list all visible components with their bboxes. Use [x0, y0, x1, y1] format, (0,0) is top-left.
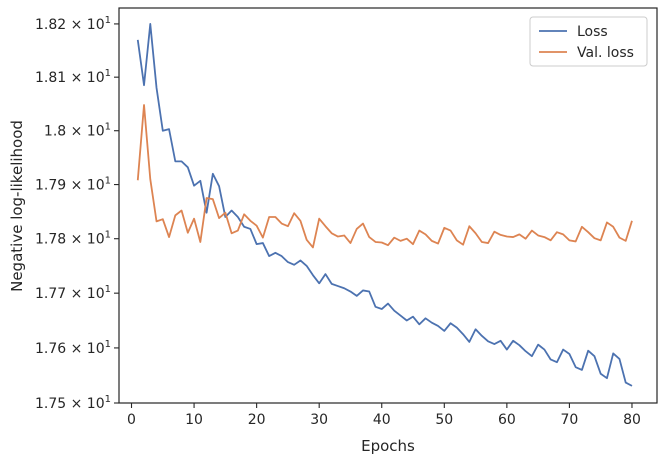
- x-tick-label: 40: [373, 412, 391, 428]
- series-line-loss: [136, 23, 633, 387]
- y-tick-label: 1.79 × 101: [35, 176, 111, 194]
- y-axis-ticks: 1.75 × 101 1.76 × 101 1.77 × 101 1.78 × 101…: [35, 15, 119, 412]
- plot-lines: [136, 23, 633, 387]
- legend-label: Val. loss: [577, 45, 634, 61]
- x-tick-label: 60: [498, 412, 516, 428]
- x-axis-label: Epochs: [361, 437, 415, 455]
- legend-label: Loss: [577, 24, 608, 40]
- plot-frame: [118, 7, 658, 404]
- x-tick-label: 0: [127, 412, 136, 428]
- y-tick-label: 1.76 × 101: [35, 339, 111, 357]
- series-line-val-loss: [136, 104, 633, 249]
- x-axis-ticks: 0 10 20 30 40 50 60 70 80: [127, 403, 641, 428]
- y-tick-label: 1.82 × 101: [35, 15, 111, 33]
- y-tick-label: 1.81 × 101: [35, 68, 111, 86]
- y-tick-label: 1.78 × 101: [35, 230, 111, 248]
- x-tick-label: 20: [248, 412, 266, 428]
- y-tick-label: 1.8 × 101: [44, 122, 111, 140]
- x-tick-label: 10: [185, 412, 203, 428]
- legend-box: [529, 16, 648, 67]
- y-axis-label: Negative log-likelihood: [8, 120, 26, 292]
- y-tick-label: 1.77 × 101: [35, 284, 111, 302]
- y-tick-label: 1.75 × 101: [35, 394, 111, 412]
- x-tick-label: 50: [435, 412, 453, 428]
- x-tick-label: 70: [561, 412, 579, 428]
- legend: Loss Val. loss: [529, 16, 648, 67]
- x-tick-label: 80: [623, 412, 641, 428]
- x-tick-label: 30: [310, 412, 328, 428]
